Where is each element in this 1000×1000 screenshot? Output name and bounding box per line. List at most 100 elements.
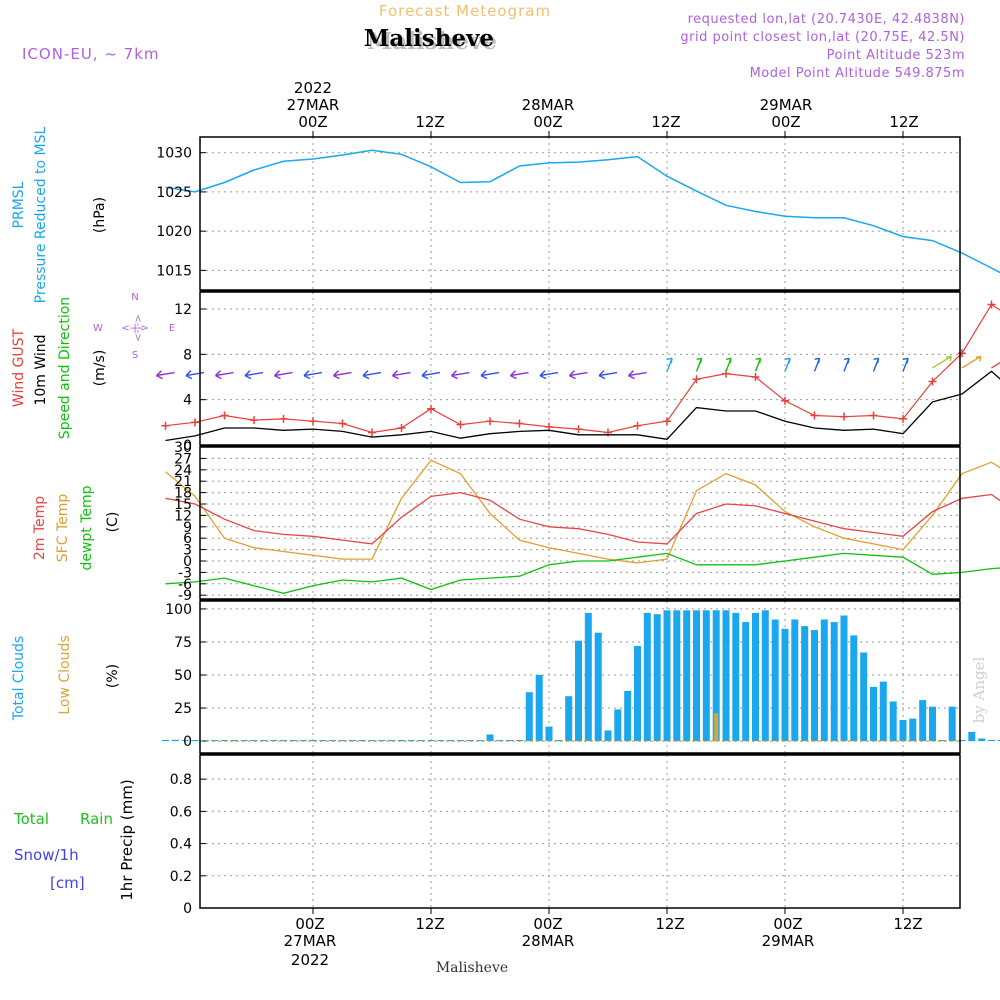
temp-tick-label: 3	[183, 543, 192, 559]
wind-unit: (m/s)	[92, 350, 108, 387]
total-cloud-bar	[889, 701, 897, 742]
wind-direction-arrow	[932, 355, 952, 369]
wind-direction-arrow	[215, 370, 234, 380]
temp-tick-label: -3	[178, 565, 192, 581]
grid-layer	[200, 137, 960, 909]
total-cloud-bar	[702, 610, 710, 742]
precip-label-snow: Snow/1h	[14, 846, 79, 864]
tick-layer: 103010251020101512840302724211815129630-…	[156, 146, 192, 917]
gust-marker	[987, 300, 996, 309]
total-cloud-bar	[929, 706, 936, 742]
wind-direction-arrow	[244, 370, 264, 380]
total-cloud-bar	[879, 681, 887, 742]
pressure-panel-frame	[199, 136, 961, 291]
gust-marker	[397, 424, 406, 432]
precip-panel-frame	[199, 754, 961, 909]
temp-unit: (C)	[105, 512, 121, 533]
compass-arrows-h: <-|->	[121, 323, 148, 334]
data-layer	[156, 149, 1000, 909]
total-cloud-bar	[742, 622, 750, 742]
gust-marker	[515, 419, 524, 428]
total-cloud-bar	[938, 740, 946, 742]
top-hour-5: 12Z	[889, 113, 918, 131]
total-cloud-bar	[329, 740, 337, 742]
point-altitude: Point Altitude 523m	[827, 48, 965, 63]
total-cloud-bar	[899, 720, 907, 742]
temp-label-sfc: SFC Temp	[55, 494, 71, 563]
gust-marker	[191, 418, 199, 427]
total-cloud-bar	[909, 718, 917, 742]
temp-tick-label: 21	[174, 474, 192, 490]
model-name: ICON-EU, ~ 7km	[22, 45, 160, 63]
total-cloud-bar	[486, 734, 494, 742]
precip-label-cm: [cm]	[50, 874, 85, 892]
temp-tick-label: 15	[174, 497, 192, 513]
total-cloud-bar	[348, 740, 356, 742]
bottom-date-28: 28MAR	[522, 932, 575, 950]
clouds-label-total: Total Clouds	[11, 636, 27, 721]
temp-tick-label: -9	[178, 588, 192, 604]
total-cloud-bar	[752, 612, 759, 742]
total-cloud-bar	[860, 652, 868, 742]
total-cloud-bar	[781, 628, 789, 742]
wind-direction-arrow	[666, 357, 673, 372]
wind-direction-arrow	[274, 370, 293, 380]
gust-marker	[633, 421, 642, 430]
wind-direction-arrow	[480, 370, 500, 380]
total-cloud-bar	[535, 675, 543, 742]
pressure-unit: (hPa)	[92, 197, 108, 233]
gust-marker	[780, 396, 789, 405]
wind-direction-arrow	[628, 370, 647, 380]
total-cloud-bar	[919, 700, 927, 742]
wind-direction-arrow	[333, 370, 352, 380]
bottom-time-axis: 00Z 27MAR 2022 12Z 00Z 28MAR 12Z 00Z 29M…	[284, 915, 923, 969]
wind-direction-arrow	[362, 370, 382, 380]
wind-direction-arrow	[725, 357, 732, 372]
gust-marker	[839, 412, 848, 421]
clouds-label-low: Low Clouds	[57, 635, 73, 714]
temp-tick-label: 9	[183, 520, 192, 536]
total-cloud-bar	[427, 740, 435, 742]
wind-direction-arrow	[303, 370, 323, 380]
clouds-unit: (%)	[105, 664, 121, 688]
temp-tick-label: 30	[174, 440, 192, 456]
temp-tick-label: 24	[174, 463, 192, 479]
total-cloud-bar	[545, 726, 553, 742]
gust-marker	[309, 417, 317, 426]
total-cloud-bar	[447, 740, 455, 742]
total-cloud-bar	[683, 610, 691, 742]
total-cloud-bar	[594, 632, 602, 742]
clouds-tick-label: 75	[174, 635, 192, 651]
temp-label-2m: 2m Temp	[32, 496, 48, 560]
total-cloud-bar	[201, 740, 209, 742]
precip-unit: 1hr Precip (mm)	[118, 779, 136, 900]
total-cloud-bar	[476, 740, 484, 742]
gust-marker	[427, 404, 435, 413]
clouds-tick-label: 100	[165, 602, 192, 618]
bottom-year: 2022	[291, 951, 329, 969]
compass-arrows-v: <-|->	[132, 314, 143, 341]
total-cloud-bar	[565, 696, 573, 742]
pressure-tick-label: 1020	[156, 224, 192, 240]
wind-direction-arrow	[185, 370, 205, 380]
clouds-labels: Total Clouds Low Clouds (%)	[11, 635, 121, 721]
total-cloud-bar	[319, 740, 327, 742]
gust-marker	[161, 421, 170, 430]
total-cloud-bar	[870, 686, 877, 742]
wind-tick-label: 4	[183, 393, 192, 409]
gust-marker	[338, 419, 347, 428]
model-altitude: Model Point Altitude 549.875m	[750, 66, 965, 81]
frame-layer	[199, 131, 961, 914]
total-cloud-bar	[663, 610, 671, 742]
wind-speed-line	[165, 370, 1000, 442]
gust-line	[165, 303, 1000, 434]
wind-direction-arrow	[598, 370, 618, 380]
total-cloud-bar	[506, 740, 514, 742]
total-cloud-bar	[634, 645, 641, 742]
clouds-tick-label: 50	[174, 668, 192, 684]
total-cloud-bar	[162, 740, 169, 742]
total-cloud-bar	[584, 612, 592, 742]
bottom-hour-4: 00Z	[773, 915, 802, 933]
gust-marker	[574, 425, 583, 434]
gust-marker	[368, 428, 376, 437]
